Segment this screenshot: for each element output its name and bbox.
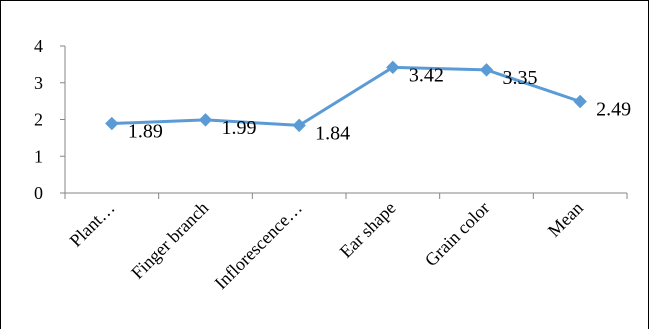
data-label: 1.89 (128, 121, 163, 143)
x-tick-label: Mean (544, 198, 587, 241)
markers-group (105, 60, 587, 133)
data-point-marker (386, 60, 400, 75)
data-point-marker (479, 63, 494, 77)
y-tick-label: 0 (34, 183, 43, 203)
y-axis-ticks: 0 1 2 3 4 (34, 36, 65, 203)
data-point-marker (573, 94, 587, 109)
data-label: 3.35 (503, 67, 538, 89)
data-point-marker (292, 118, 306, 133)
x-tick-label: Grain color (421, 198, 493, 270)
y-tick-label: 1 (34, 146, 43, 166)
data-labels-group: 1.89 1.99 1.84 3.42 3.35 2.49 (128, 64, 631, 144)
data-point-marker (105, 116, 119, 131)
x-tick-label: Ear shape (336, 198, 400, 262)
y-tick-label: 4 (34, 36, 43, 56)
data-label: 2.49 (596, 98, 631, 120)
data-point-marker (198, 113, 213, 127)
x-tick-label: Finger branch (127, 198, 212, 283)
axes (64, 46, 627, 194)
y-tick-label: 3 (34, 73, 43, 93)
data-label: 3.42 (409, 64, 444, 86)
x-tick-label: Inflorescence… (211, 198, 306, 293)
series-line-group (110, 65, 582, 127)
series-line (110, 65, 582, 127)
x-tick-label: Plant… (66, 198, 119, 251)
y-tick-label: 2 (34, 110, 43, 130)
data-label: 1.99 (222, 117, 257, 139)
data-label: 1.84 (315, 122, 350, 144)
